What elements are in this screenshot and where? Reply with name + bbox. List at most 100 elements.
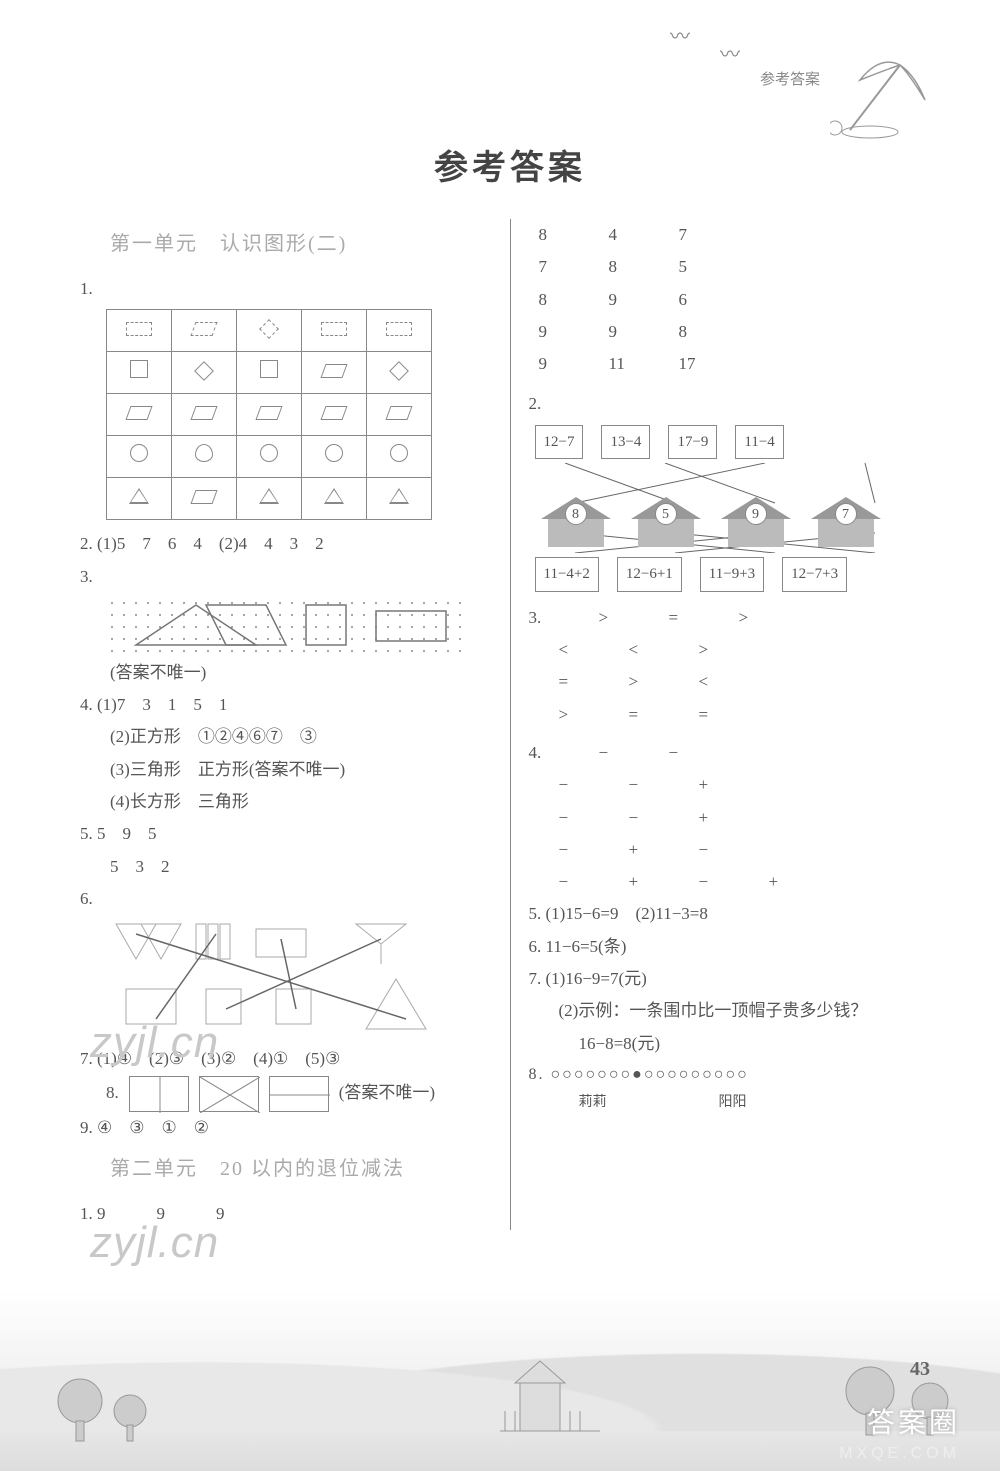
r-q8-names: 莉莉 阳阳 bbox=[579, 1090, 941, 1117]
sym-cell: > bbox=[629, 666, 699, 698]
num-cell: 11 bbox=[609, 348, 679, 380]
q8-label: 8. bbox=[106, 1077, 119, 1109]
r-q4-row: −+−+ bbox=[559, 866, 941, 898]
num-cell: 8 bbox=[539, 219, 609, 251]
sym-cell: > bbox=[559, 699, 629, 731]
q8-cell bbox=[199, 1076, 259, 1112]
house-number: 5 bbox=[655, 503, 677, 525]
r-q4-label: 4. bbox=[529, 737, 599, 769]
sym-cell: − bbox=[699, 866, 769, 898]
footer-decoration: 43 答案圈 MXQE.COM bbox=[0, 1291, 1000, 1471]
expr-box: 12−7+3 bbox=[782, 557, 847, 592]
q4-4: (4)长方形 三角形 bbox=[110, 786, 492, 818]
num-cell: 17 bbox=[679, 348, 749, 380]
sym-cell: + bbox=[769, 866, 839, 898]
num-cell: 9 bbox=[609, 316, 679, 348]
r-q7-3: 16−8=8(元) bbox=[579, 1028, 941, 1060]
brand-url: MXQE.COM bbox=[839, 1445, 960, 1463]
expr-box: 12−6+1 bbox=[617, 557, 682, 592]
house-icon: 8 bbox=[541, 497, 611, 547]
r-q3-row: =>< bbox=[559, 666, 941, 698]
r-q3: 3.>=> bbox=[529, 602, 941, 634]
r-q8: 8. ○○○○○○○●○○○○○○○○○ bbox=[529, 1060, 941, 1090]
brand-cn: 答案圈 bbox=[867, 1401, 960, 1441]
sym-cell: + bbox=[629, 834, 699, 866]
sym-cell: = bbox=[669, 602, 739, 634]
q8-cell bbox=[269, 1076, 329, 1112]
r-q3-row: >== bbox=[559, 699, 941, 731]
r-q2-label: 2. bbox=[529, 388, 941, 420]
q8-cell bbox=[129, 1076, 189, 1112]
num-cell: 9 bbox=[539, 348, 609, 380]
right-column: 847 785 896 998 91117 2. 12−7 13−4 17−9 … bbox=[510, 219, 941, 1230]
sym-cell: + bbox=[699, 769, 769, 801]
sym-cell: > bbox=[739, 602, 809, 634]
u2-q1: 1. 9 9 9 bbox=[80, 1198, 492, 1230]
q4-2: (2)正方形 ①②④⑥⑦ ③ bbox=[110, 721, 492, 753]
house-number: 9 bbox=[745, 503, 767, 525]
expr-box: 12−7 bbox=[535, 425, 584, 460]
expr-box: 13−4 bbox=[601, 425, 650, 460]
r-q7-2: (2)示例：一条围巾比一顶帽子贵多少钱？ bbox=[559, 995, 941, 1027]
house-icon: 7 bbox=[811, 497, 881, 547]
expr-box: 11−4+2 bbox=[535, 557, 599, 592]
r-q6: 6. 11−6=5(条) bbox=[529, 931, 941, 963]
q5b: 5 3 2 bbox=[110, 851, 492, 883]
num-cell: 8 bbox=[539, 284, 609, 316]
q6-figure bbox=[106, 919, 466, 1039]
page-number: 43 bbox=[910, 1358, 930, 1381]
number-grid: 847 785 896 998 91117 bbox=[539, 219, 941, 380]
r-q4: 4.−− bbox=[529, 737, 941, 769]
expr-box: 11−4 bbox=[735, 425, 783, 460]
sym-cell: − bbox=[559, 866, 629, 898]
umbrella-icon bbox=[830, 50, 940, 140]
bird-icon: 〰 bbox=[720, 38, 740, 67]
sym-cell: − bbox=[669, 737, 739, 769]
q2-match-svg: 8 5 9 7 bbox=[535, 463, 941, 553]
left-column: 第一单元 认识图形(二) 1. 2. (1)5 7 6 4 (2)4 4 3 2… bbox=[80, 219, 510, 1230]
q2-bottom-row: 11−4+2 12−6+1 11−9+3 12−7+3 bbox=[535, 557, 941, 592]
sym-cell: − bbox=[559, 769, 629, 801]
sym-cell: + bbox=[699, 802, 769, 834]
q5a: 5. 5 9 5 bbox=[80, 818, 492, 850]
num-cell: 5 bbox=[679, 251, 749, 283]
q3-dot-grid bbox=[106, 597, 466, 653]
sym-cell: > bbox=[699, 634, 769, 666]
q8-note: (答案不唯一) bbox=[339, 1077, 435, 1109]
r-q5: 5. (1)15−6=9 (2)11−3=8 bbox=[529, 898, 941, 930]
header-decoration: 〰 〰 参考答案 bbox=[660, 20, 940, 140]
r-q4-row: −+− bbox=[559, 834, 941, 866]
q9: 9. ④ ③ ① ② bbox=[80, 1112, 492, 1144]
sym-cell: < bbox=[699, 666, 769, 698]
r-q3-row: <<> bbox=[559, 634, 941, 666]
page-title: 参考答案 bbox=[80, 140, 940, 189]
sym-cell: < bbox=[629, 634, 699, 666]
q1-shapes-table bbox=[106, 309, 432, 520]
sym-cell: − bbox=[559, 834, 629, 866]
q2-top-row: 12−7 13−4 17−9 11−4 bbox=[535, 425, 941, 460]
sym-cell: = bbox=[629, 699, 699, 731]
q4-3: (3)三角形 正方形(答案不唯一) bbox=[110, 754, 492, 786]
sym-cell: + bbox=[629, 866, 699, 898]
sym-cell: − bbox=[629, 802, 699, 834]
num-cell: 9 bbox=[539, 316, 609, 348]
house-icon: 9 bbox=[721, 497, 791, 547]
sym-cell: > bbox=[599, 602, 669, 634]
r-q4-row: −−+ bbox=[559, 769, 941, 801]
q8-row: 8. (答案不唯一) bbox=[106, 1076, 492, 1112]
content-columns: 第一单元 认识图形(二) 1. 2. (1)5 7 6 4 (2)4 4 3 2… bbox=[80, 219, 940, 1230]
q1-label: 1. bbox=[80, 273, 492, 305]
page: 〰 〰 参考答案 参考答案 第一单元 认识图形(二) 1. 2. bbox=[0, 0, 1000, 1471]
r-q3-label: 3. bbox=[529, 602, 599, 634]
unit2-title: 第二单元 20 以内的退位减法 bbox=[110, 1150, 492, 1188]
q2: 2. (1)5 7 6 4 (2)4 4 3 2 bbox=[80, 528, 492, 560]
q4-1: 4. (1)7 3 1 5 1 bbox=[80, 689, 492, 721]
num-cell: 8 bbox=[679, 316, 749, 348]
sym-cell: − bbox=[559, 802, 629, 834]
sym-cell: = bbox=[699, 699, 769, 731]
house-number: 7 bbox=[835, 503, 857, 525]
q3-note: (答案不唯一) bbox=[110, 657, 492, 689]
sym-cell: − bbox=[699, 834, 769, 866]
r-q8-label: 8. bbox=[529, 1066, 545, 1083]
sym-cell: = bbox=[559, 666, 629, 698]
